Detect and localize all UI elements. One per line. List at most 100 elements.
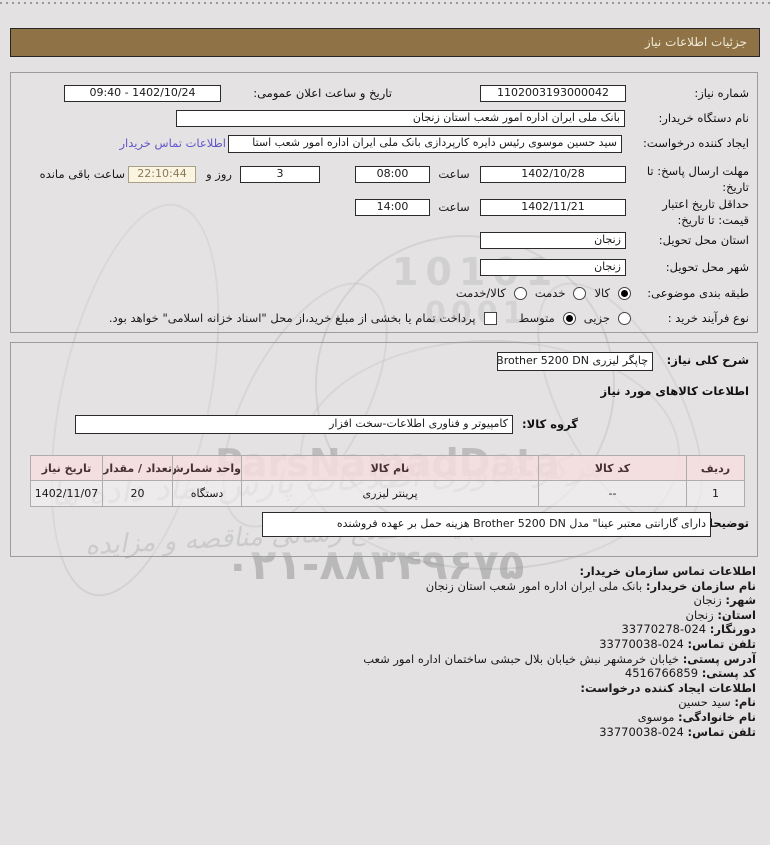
last-name-label: نام خانوادگی: [678, 709, 756, 724]
goods-section-heading: اطلاعات کالاهای مورد نیاز [600, 384, 749, 398]
cell-need-date: 1402/11/07 [30, 480, 103, 507]
fax-value: 024-33770278 [621, 622, 707, 637]
radio-goods-label: کالا [594, 286, 610, 300]
purchase-type-options: جزیی متوسط پرداخت تمام یا بخشی از مبلغ خ… [71, 310, 631, 326]
goods-table: ردیف کد کالا نام کالا واحد شمارش تعداد /… [30, 455, 745, 507]
col-quantity: تعداد / مقدار [102, 455, 173, 481]
page-title-bar: جزئیات اطلاعات نیاز [10, 28, 760, 57]
response-deadline-date-field: 1402/10/28 [480, 166, 626, 183]
goods-table-header-row: ردیف کد کالا نام کالا واحد شمارش تعداد /… [30, 455, 745, 481]
last-name-value: موسوی [637, 709, 675, 724]
announce-datetime-label: تاریخ و ساعت اعلان عمومی: [253, 86, 392, 100]
need-description-label: شرح کلی نیاز: [666, 353, 749, 367]
need-description-field: چاپگر لیزری Brother 5200 DN [497, 352, 653, 371]
radio-service-label: خدمت [534, 286, 566, 300]
radio-goods[interactable] [618, 286, 631, 300]
top-dotted-divider [0, 2, 770, 4]
delivery-province-label: استان محل تحویل: [658, 233, 749, 247]
goods-group-label: گروه کالا: [522, 417, 578, 431]
delivery-city-field: زنجان [480, 259, 626, 276]
col-item-code: کد کالا [538, 455, 687, 481]
cell-item-name: پرینتر لیزری [241, 480, 539, 507]
postal-address-label: آدرس پستی: [682, 651, 756, 666]
radio-goods-service-label: کالا/خدمت [455, 286, 506, 300]
postal-code-value: 4516766859 [624, 666, 699, 681]
city-value: زنجان [693, 593, 722, 608]
need-number-label: شماره نیاز: [694, 86, 749, 100]
org-name-label: نام سازمان خریدار: [645, 578, 756, 593]
radio-medium[interactable] [562, 311, 576, 325]
cell-row-number: 1 [686, 480, 745, 507]
remaining-days-field: 3 [240, 166, 320, 183]
classification-options: کالا خدمت کالا/خدمت [391, 285, 631, 301]
radio-goods-service[interactable] [513, 286, 527, 300]
creator-contact-heading: اطلاعات ایجاد کننده درخواست: [580, 680, 756, 695]
phone-value: 024-33770038 [599, 636, 684, 651]
creator-phone-value: 024-33770038 [599, 724, 684, 739]
creator-phone-label: تلفن تماس: [687, 724, 756, 739]
request-creator-field: سید حسین موسوی رئیس دایره کارپردازی بانک… [228, 135, 622, 153]
first-name-label: نام: [734, 695, 756, 710]
page-title: جزئیات اطلاعات نیاز [644, 35, 747, 49]
announce-datetime-field: 1402/10/24 - 09:40 [64, 85, 221, 102]
goods-details-panel: شرح کلی نیاز: چاپگر لیزری Brother 5200 D… [10, 342, 758, 557]
contact-line: استان: زنجان [10, 608, 756, 623]
radio-minor-label: جزیی [583, 311, 610, 325]
cell-unit: دستگاه [172, 480, 242, 507]
buyer-contact-section: اطلاعات تماس سازمان خریدار: نام سازمان خ… [10, 564, 758, 739]
org-name-value: بانک ملی ایران اداره امور شعب استان زنجا… [425, 578, 643, 593]
treasury-payment-checkbox[interactable] [483, 311, 497, 325]
cell-quantity: 20 [102, 480, 173, 507]
first-name-value: سید حسین [678, 695, 731, 710]
col-unit: واحد شمارش [172, 455, 242, 481]
deadline-hour-label: ساعت [438, 167, 470, 181]
purchase-type-label: نوع فرآیند خرید : [667, 311, 749, 325]
buyer-org-label: نام دستگاه خریدار: [658, 111, 749, 125]
contact-line: نام: سید حسین [10, 695, 756, 710]
price-validity-date-field: 1402/11/21 [480, 199, 626, 216]
contact-line: تلفن تماس: 024-33770038 [10, 637, 756, 652]
request-creator-label: ایجاد کننده درخواست: [643, 136, 749, 150]
col-item-name: نام کالا [241, 455, 539, 481]
contact-line: نام سازمان خریدار: بانک ملی ایران اداره … [10, 579, 756, 594]
remaining-days-label: روز و [206, 167, 232, 181]
buyer-org-field: بانک ملی ایران اداره امور شعب استان زنجا… [176, 110, 625, 127]
need-number-field: 1102003193000042 [480, 85, 626, 102]
radio-service[interactable] [573, 286, 587, 300]
contact-line: تلفن تماس: 024-33770038 [10, 725, 756, 740]
delivery-city-label: شهر محل تحویل: [665, 260, 749, 274]
response-deadline-time-field: 08:00 [355, 166, 430, 183]
province-value: زنجان [685, 607, 714, 622]
postal-address-value: خیابان خرمشهر نبش خیابان بلال حبشی ساختم… [363, 651, 680, 666]
validity-hour-label: ساعت [438, 200, 470, 214]
radio-medium-label: متوسط [518, 311, 555, 325]
radio-minor[interactable] [618, 311, 631, 325]
delivery-province-field: زنجان [480, 232, 626, 249]
buyer-contact-link[interactable]: اطلاعات تماس خریدار [119, 136, 226, 150]
goods-table-row: 1 -- پرینتر لیزری دستگاه 20 1402/11/07 [30, 480, 745, 507]
price-validity-time-field: 14:00 [355, 199, 430, 216]
cell-item-code: -- [538, 480, 687, 507]
response-deadline-label: مهلت ارسال پاسخ: تا تاریخ: [646, 164, 749, 194]
contact-heading: اطلاعات تماس سازمان خریدار: [579, 564, 756, 578]
phone-label: تلفن تماس: [687, 636, 756, 651]
postal-code-label: کد پستی: [701, 666, 756, 681]
province-label: استان: [717, 607, 756, 622]
buyer-notes-field: دارای گارانتی معتبر عینا" مدل Brother 52… [262, 512, 711, 537]
contact-line: آدرس پستی: خیابان خرمشهر نبش خیابان بلال… [10, 652, 756, 667]
remaining-countdown-timer: 22:10:44 [128, 166, 196, 183]
fax-label: دورنگار: [709, 622, 756, 637]
col-row-number: ردیف [686, 455, 745, 481]
price-validity-label: حداقل تاریخ اعتبار قیمت: تا تاریخ: [662, 197, 749, 227]
contact-line: نام خانوادگی: موسوی [10, 710, 756, 725]
contact-line: کد پستی: 4516766859 [10, 666, 756, 681]
contact-line: شهر: زنجان [10, 593, 756, 608]
contact-line: دورنگار: 024-33770278 [10, 622, 756, 637]
treasury-payment-note: پرداخت تمام یا بخشی از مبلغ خرید،از محل … [108, 311, 476, 325]
classification-label: طبقه بندی موضوعی: [647, 286, 749, 300]
remaining-suffix-label: ساعت باقی مانده [39, 167, 125, 181]
col-need-date: تاریخ نیاز [30, 455, 103, 481]
city-label: شهر: [725, 593, 756, 608]
request-summary-panel: شماره نیاز: 1102003193000042 تاریخ و ساع… [10, 72, 758, 333]
goods-group-field: کامپیوتر و فناوری اطلاعات-سخت افزار [75, 415, 513, 434]
